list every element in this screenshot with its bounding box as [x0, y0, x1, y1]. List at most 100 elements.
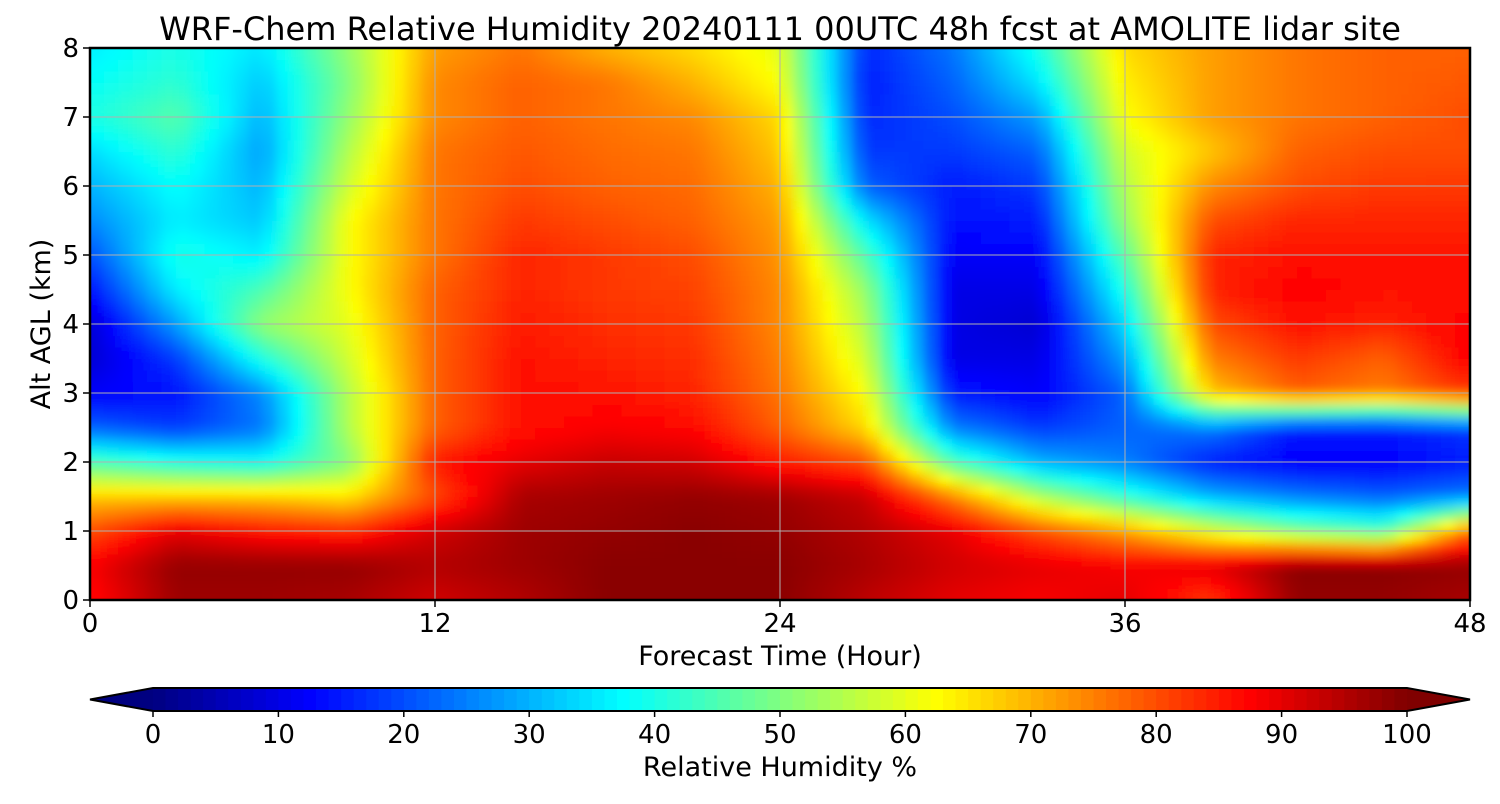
- heatmap-cell: [1369, 59, 1384, 72]
- heatmap-cell: [780, 312, 795, 325]
- heatmap-cell: [1010, 186, 1025, 199]
- heatmap-cell: [679, 82, 694, 95]
- heatmap-cell: [866, 508, 881, 521]
- heatmap-cell: [1096, 519, 1111, 532]
- heatmap-cell: [262, 404, 277, 417]
- heatmap-cell: [952, 266, 967, 279]
- heatmap-cell: [205, 186, 220, 199]
- heatmap-cell: [1096, 94, 1111, 107]
- heatmap-cell: [262, 48, 277, 61]
- heatmap-cell: [104, 312, 119, 325]
- heatmap-cell: [1470, 554, 1485, 567]
- heatmap-cell: [895, 266, 910, 279]
- heatmap-cell: [1010, 485, 1025, 498]
- heatmap-cell: [406, 140, 421, 153]
- heatmap-cell: [463, 577, 478, 590]
- heatmap-cell: [780, 220, 795, 233]
- heatmap-cell: [449, 117, 464, 130]
- heatmap-cell: [1426, 485, 1441, 498]
- heatmap-cell: [1326, 554, 1341, 567]
- heatmap-cell: [636, 209, 651, 222]
- heatmap-cell: [837, 243, 852, 256]
- heatmap-cell: [880, 485, 895, 498]
- heatmap-cell: [794, 186, 809, 199]
- heatmap-cell: [420, 473, 435, 486]
- heatmap-cell: [219, 117, 234, 130]
- heatmap-cell: [1398, 117, 1413, 130]
- heatmap-cell: [320, 496, 335, 509]
- heatmap-cell: [593, 151, 608, 164]
- heatmap-cell: [90, 519, 105, 532]
- heatmap-cell: [736, 232, 751, 245]
- heatmap-cell: [679, 542, 694, 555]
- heatmap-cell: [765, 301, 780, 314]
- heatmap-cell: [895, 404, 910, 417]
- heatmap-cell: [1038, 48, 1053, 61]
- heatmap-cell: [205, 542, 220, 555]
- heatmap-cell: [550, 381, 565, 394]
- heatmap-cell: [952, 358, 967, 371]
- heatmap-cell: [147, 163, 162, 176]
- heatmap-cell: [1211, 94, 1226, 107]
- heatmap-cell: [161, 439, 176, 452]
- heatmap-cell: [1441, 462, 1456, 475]
- heatmap-cell: [1182, 186, 1197, 199]
- heatmap-cell: [463, 140, 478, 153]
- heatmap-cell: [535, 416, 550, 429]
- heatmap-cell: [478, 197, 493, 210]
- heatmap-cell: [966, 358, 981, 371]
- heatmap-cell: [607, 439, 622, 452]
- heatmap-cell: [1355, 174, 1370, 187]
- heatmap-cell: [1225, 278, 1240, 291]
- heatmap-cell: [621, 312, 636, 325]
- heatmap-cell: [305, 209, 320, 222]
- heatmap-cell: [377, 117, 392, 130]
- heatmap-cell: [1182, 393, 1197, 406]
- heatmap-cell: [1038, 358, 1053, 371]
- heatmap-cell: [1268, 324, 1283, 337]
- heatmap-cell: [1268, 416, 1283, 429]
- heatmap-cell: [938, 105, 953, 118]
- heatmap-cell: [1383, 485, 1398, 498]
- heatmap-cell: [463, 163, 478, 176]
- heatmap-cell: [923, 266, 938, 279]
- heatmap-cell: [190, 427, 205, 440]
- heatmap-cell: [363, 266, 378, 279]
- heatmap-cell: [1412, 588, 1427, 601]
- heatmap-cell: [1426, 105, 1441, 118]
- heatmap-cell: [1053, 243, 1068, 256]
- heatmap-cell: [866, 117, 881, 130]
- heatmap-cell: [981, 404, 996, 417]
- heatmap-cell: [636, 117, 651, 130]
- heatmap-cell: [1168, 485, 1183, 498]
- heatmap-cell: [1211, 220, 1226, 233]
- heatmap-cell: [492, 151, 507, 164]
- heatmap-cell: [1398, 128, 1413, 141]
- heatmap-cell: [780, 266, 795, 279]
- heatmap-cell: [1340, 312, 1355, 325]
- heatmap-cell: [276, 82, 291, 95]
- heatmap-cell: [736, 439, 751, 452]
- heatmap-cell: [104, 393, 119, 406]
- heatmap-cell: [995, 531, 1010, 544]
- heatmap-cell: [995, 588, 1010, 601]
- heatmap-cell: [190, 404, 205, 417]
- heatmap-cell: [1283, 220, 1298, 233]
- heatmap-cell: [1139, 416, 1154, 429]
- heatmap-cell: [1470, 381, 1485, 394]
- heatmap-cell: [363, 151, 378, 164]
- heatmap-cell: [966, 450, 981, 463]
- colorbar-swatch: [755, 688, 768, 711]
- heatmap-cell: [722, 312, 737, 325]
- heatmap-cell: [233, 128, 248, 141]
- heatmap-cell: [1067, 186, 1082, 199]
- heatmap-cell: [233, 255, 248, 268]
- heatmap-cell: [1024, 48, 1039, 61]
- heatmap-cell: [564, 577, 579, 590]
- heatmap-cell: [176, 404, 191, 417]
- heatmap-cell: [938, 427, 953, 440]
- heatmap-cell: [248, 427, 263, 440]
- heatmap-cell: [377, 508, 392, 521]
- heatmap-cell: [966, 462, 981, 475]
- heatmap-cell: [1355, 105, 1370, 118]
